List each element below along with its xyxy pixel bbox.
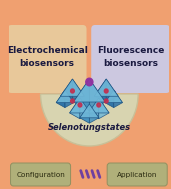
Polygon shape (89, 104, 99, 123)
Text: Fluorescence
biosensors: Fluorescence biosensors (97, 46, 164, 68)
Polygon shape (106, 79, 118, 103)
Text: Electrochemical
biosensors: Electrochemical biosensors (7, 46, 88, 68)
Circle shape (71, 89, 74, 93)
Polygon shape (73, 79, 105, 102)
Polygon shape (80, 104, 89, 123)
Polygon shape (56, 90, 74, 103)
Circle shape (97, 103, 101, 107)
Polygon shape (88, 98, 109, 113)
Circle shape (104, 99, 108, 103)
Polygon shape (65, 90, 74, 108)
Circle shape (86, 78, 93, 86)
Polygon shape (60, 89, 74, 105)
FancyArrowPatch shape (106, 92, 115, 101)
Polygon shape (104, 89, 119, 105)
FancyArrowPatch shape (64, 91, 75, 101)
Text: Application: Application (117, 171, 157, 177)
Polygon shape (73, 79, 84, 103)
Polygon shape (73, 79, 89, 111)
Polygon shape (114, 90, 122, 108)
Polygon shape (56, 90, 65, 108)
Circle shape (71, 99, 74, 103)
Polygon shape (80, 104, 99, 118)
Polygon shape (80, 98, 90, 119)
Polygon shape (88, 98, 99, 119)
Polygon shape (105, 90, 114, 108)
Polygon shape (61, 79, 84, 96)
Text: Configuration: Configuration (16, 171, 65, 177)
Polygon shape (70, 98, 90, 113)
Wedge shape (41, 94, 138, 146)
Polygon shape (61, 79, 73, 103)
Polygon shape (105, 90, 122, 103)
Circle shape (104, 89, 108, 93)
Circle shape (78, 103, 82, 107)
FancyBboxPatch shape (91, 25, 170, 93)
Text: Selenotungstates: Selenotungstates (48, 122, 131, 132)
FancyBboxPatch shape (8, 25, 87, 93)
Polygon shape (94, 79, 118, 96)
FancyBboxPatch shape (11, 163, 71, 186)
Polygon shape (70, 98, 80, 119)
FancyBboxPatch shape (107, 163, 167, 186)
Polygon shape (94, 79, 106, 103)
Polygon shape (99, 98, 109, 119)
Polygon shape (89, 79, 105, 111)
